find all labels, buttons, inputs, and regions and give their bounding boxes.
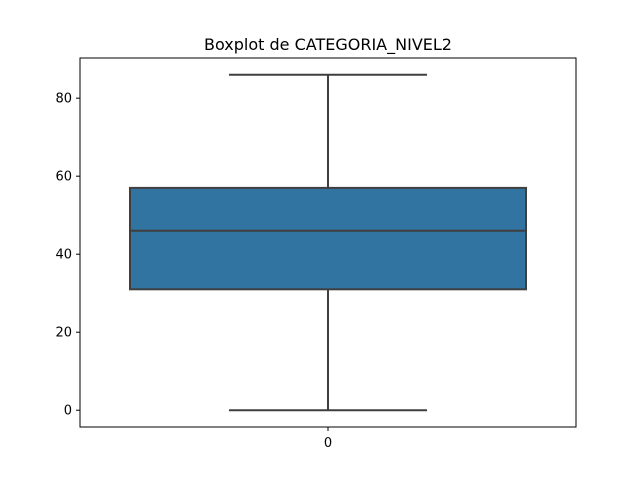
chart-title: Boxplot de CATEGORIA_NIVEL2	[204, 35, 452, 55]
y-tick-label: 60	[55, 170, 72, 185]
y-tick-label: 40	[55, 248, 72, 263]
x-tick-label: 0	[324, 436, 332, 451]
y-tick-label: 20	[55, 326, 72, 341]
iqr-box	[129, 186, 527, 291]
y-tick-label: 80	[55, 92, 72, 107]
y-tick-label: 0	[64, 404, 72, 419]
plot-area: 0 20 40 60 80 0	[55, 57, 577, 451]
